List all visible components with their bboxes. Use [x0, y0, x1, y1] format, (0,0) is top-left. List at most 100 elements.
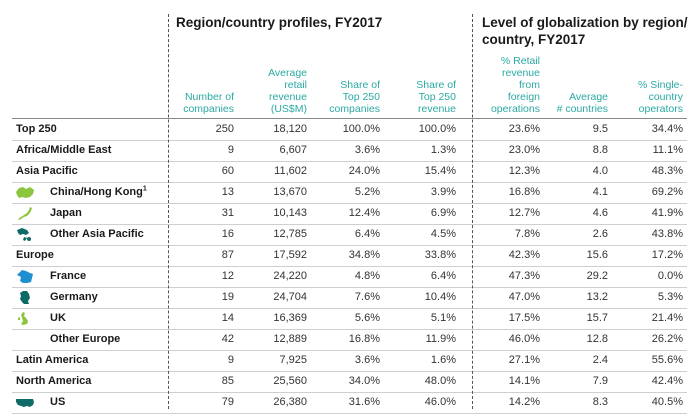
- cell-average-retail-revenue: 25,560: [273, 375, 307, 387]
- cell-pct-single-country: 41.9%: [651, 207, 683, 219]
- table-row: Other Europe 42 12,889 16.8% 11.9% 46.0% 12.8 2…: [12, 329, 687, 351]
- cell-average-retail-revenue: 24,220: [273, 270, 307, 282]
- cell-average-retail-revenue: 12,889: [273, 333, 307, 345]
- table-row: Germany 19 24,704 7.6% 10.4% 47.0% 13.2 5.3%: [12, 287, 687, 309]
- cell-average-countries: 4.0: [592, 165, 608, 177]
- cell-pct-single-country: 55.6%: [651, 354, 683, 366]
- table-row: China/Hong Kong1 13 13,670 5.2% 3.9% 16.8% 4.1…: [12, 182, 687, 204]
- cell-average-retail-revenue: 7,925: [279, 354, 307, 366]
- cell-share-of-revenue: 100.0%: [418, 123, 456, 135]
- cell-average-countries: 13.2: [586, 291, 608, 303]
- cell-share-of-revenue: 3.9%: [430, 186, 456, 198]
- cell-share-of-revenue: 46.0%: [424, 396, 456, 408]
- cell-number-of-companies: 13: [221, 186, 234, 198]
- cell-pct-foreign-revenue: 14.2%: [508, 396, 540, 408]
- cell-share-of-revenue: 4.5%: [430, 228, 456, 240]
- cell-number-of-companies: 250: [215, 123, 234, 135]
- cell-number-of-companies: 87: [221, 249, 234, 261]
- uk-map-icon: [18, 312, 28, 325]
- cell-share-of-revenue: 6.9%: [430, 207, 456, 219]
- row-label: Top 250: [16, 123, 57, 135]
- group-title-globalization: Level of globalization by region/ countr…: [482, 15, 688, 47]
- cell-pct-foreign-revenue: 16.8%: [508, 186, 540, 198]
- row-label: Japan: [50, 207, 82, 219]
- cell-share-of-companies: 3.6%: [354, 144, 380, 156]
- cell-number-of-companies: 31: [221, 207, 234, 219]
- cell-share-of-revenue: 48.0%: [424, 375, 456, 387]
- cell-number-of-companies: 12: [221, 270, 234, 282]
- cell-pct-foreign-revenue: 42.3%: [508, 249, 540, 261]
- cell-pct-foreign-revenue: 7.8%: [514, 228, 540, 240]
- table-row: Japan 31 10,143 12.4% 6.9% 12.7% 4.6 41.9%: [12, 203, 687, 225]
- cell-pct-foreign-revenue: 14.1%: [508, 375, 540, 387]
- row-label: North America: [16, 375, 92, 387]
- cell-pct-foreign-revenue: 12.7%: [508, 207, 540, 219]
- cell-pct-single-country: 17.2%: [651, 249, 683, 261]
- cell-average-countries: 12.8: [586, 333, 608, 345]
- row-label: Germany: [50, 291, 98, 303]
- group-title-region-profiles: Region/country profiles, FY2017: [176, 15, 383, 30]
- table-row: Latin America 9 7,925 3.6% 1.6% 27.1% 2.4 55.6%: [12, 350, 687, 372]
- cell-pct-single-country: 26.2%: [651, 333, 683, 345]
- cell-share-of-revenue: 6.4%: [430, 270, 456, 282]
- cell-average-retail-revenue: 26,380: [273, 396, 307, 408]
- table-row: UK 14 16,369 5.6% 5.1% 17.5% 15.7 21.4%: [12, 308, 687, 330]
- cell-number-of-companies: 9: [227, 144, 234, 156]
- cell-average-retail-revenue: 24,704: [273, 291, 307, 303]
- table-row: Top 250 250 18,120 100.0% 100.0% 23.6% 9.5 34.4…: [12, 119, 687, 141]
- cell-number-of-companies: 14: [221, 312, 234, 324]
- column-header-average-retail-revenue: Average retail revenue (US$M): [268, 67, 307, 115]
- cell-share-of-companies: 100.0%: [342, 123, 380, 135]
- table-row: Other Asia Pacific 16 12,785 6.4% 4.5% 7.8% 2.…: [12, 224, 687, 246]
- cell-share-of-companies: 12.4%: [348, 207, 380, 219]
- cell-number-of-companies: 42: [221, 333, 234, 345]
- cell-average-countries: 9.5: [592, 123, 608, 135]
- cell-pct-foreign-revenue: 23.0%: [508, 144, 540, 156]
- row-label: Africa/Middle East: [16, 144, 112, 156]
- table-row: Europe 87 17,592 34.8% 33.8% 42.3% 15.6 17.2%: [12, 245, 687, 267]
- cell-pct-single-country: 21.4%: [651, 312, 683, 324]
- group-separator-left: [168, 14, 169, 409]
- group-separator-right: [472, 14, 473, 409]
- row-label: France: [50, 270, 87, 282]
- cell-average-retail-revenue: 18,120: [273, 123, 307, 135]
- cell-average-countries: 8.8: [592, 144, 608, 156]
- cell-pct-foreign-revenue: 17.5%: [508, 312, 540, 324]
- cell-share-of-companies: 3.6%: [354, 354, 380, 366]
- column-header-share-of-companies: Share of Top 250 companies: [329, 79, 380, 115]
- cell-number-of-companies: 16: [221, 228, 234, 240]
- cell-pct-foreign-revenue: 12.3%: [508, 165, 540, 177]
- cell-pct-foreign-revenue: 47.3%: [508, 270, 540, 282]
- cell-pct-foreign-revenue: 46.0%: [508, 333, 540, 345]
- cell-average-retail-revenue: 17,592: [273, 249, 307, 261]
- cell-pct-single-country: 0.0%: [657, 270, 683, 282]
- cell-number-of-companies: 9: [227, 354, 234, 366]
- row-label: US: [50, 396, 66, 408]
- table-row: US 79 26,380 31.6% 46.0% 14.2% 8.3 40.5%: [12, 392, 687, 414]
- cell-average-countries: 8.3: [592, 396, 608, 408]
- cell-number-of-companies: 60: [221, 165, 234, 177]
- cell-share-of-revenue: 10.4%: [424, 291, 456, 303]
- cell-pct-foreign-revenue: 47.0%: [508, 291, 540, 303]
- cell-average-countries: 4.6: [592, 207, 608, 219]
- cell-average-retail-revenue: 11,602: [274, 165, 307, 177]
- row-label: UK: [50, 312, 66, 324]
- cell-average-countries: 29.2: [586, 270, 608, 282]
- column-header-share-of-revenue: Share of Top 250 revenue: [416, 79, 456, 115]
- cell-share-of-companies: 34.0%: [348, 375, 380, 387]
- cell-pct-foreign-revenue: 23.6%: [508, 123, 540, 135]
- cell-average-retail-revenue: 13,670: [273, 186, 307, 198]
- japan-map-icon: [18, 207, 32, 220]
- cell-share-of-companies: 4.8%: [354, 270, 380, 282]
- cell-pct-single-country: 34.4%: [651, 123, 683, 135]
- cell-average-countries: 15.7: [586, 312, 608, 324]
- header-rule: [12, 118, 687, 119]
- cell-share-of-companies: 34.8%: [348, 249, 380, 261]
- cell-pct-foreign-revenue: 27.1%: [508, 354, 540, 366]
- cell-share-of-revenue: 15.4%: [424, 165, 456, 177]
- cell-share-of-revenue: 11.9%: [425, 333, 456, 345]
- cell-pct-single-country: 5.3%: [657, 291, 683, 303]
- cell-average-retail-revenue: 16,369: [273, 312, 307, 324]
- table-row: North America 85 25,560 34.0% 48.0% 14.1% 7.9 4…: [12, 371, 687, 393]
- france-map-icon: [17, 270, 33, 283]
